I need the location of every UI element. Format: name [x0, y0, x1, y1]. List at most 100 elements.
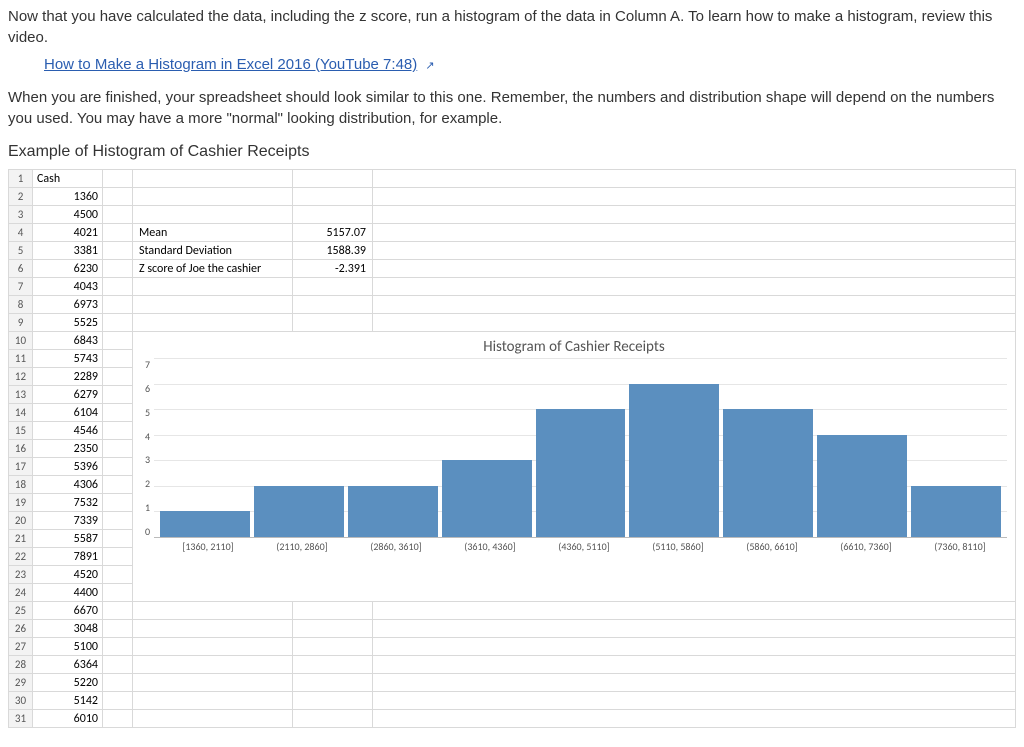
x-tick-label: (2860, 3610]: [349, 540, 443, 553]
chart-title: Histogram of Cashier Receipts: [133, 332, 1015, 358]
row-number: 1: [9, 170, 33, 188]
row-number: 30: [9, 692, 33, 710]
cash-value: 2350: [33, 440, 103, 458]
x-tick-label: (3610, 4360]: [443, 540, 537, 553]
cash-value: 1360: [33, 188, 103, 206]
row-number: 18: [9, 476, 33, 494]
cash-value: 6973: [33, 296, 103, 314]
x-tick-label: [1360, 2110]: [161, 540, 255, 553]
cash-value: 5142: [33, 692, 103, 710]
cash-value: 7339: [33, 512, 103, 530]
row-number: 6: [9, 260, 33, 278]
sheet-row: 44021 Mean5157.07: [9, 224, 1016, 242]
histogram-video-link[interactable]: How to Make a Histogram in Excel 2016 (Y…: [44, 56, 417, 73]
histogram-bar: [442, 460, 532, 537]
row-number: 21: [9, 530, 33, 548]
row-number: 27: [9, 638, 33, 656]
histogram-bar: [348, 486, 438, 537]
y-tick-label: 3: [145, 453, 150, 466]
sheet-row: 95525: [9, 314, 1016, 332]
cash-value: 6843: [33, 332, 103, 350]
cash-value: 6670: [33, 602, 103, 620]
cash-value: 3381: [33, 242, 103, 260]
intro-paragraph-1: Now that you have calculated the data, i…: [8, 6, 1016, 48]
cash-value: 6279: [33, 386, 103, 404]
sheet-row: 74043: [9, 278, 1016, 296]
row-number: 8: [9, 296, 33, 314]
mean-label: Mean: [133, 224, 293, 242]
spreadsheet-example: 1Cash213603450044021Mean5157.0753381Stan…: [8, 169, 1016, 728]
sheet-row: 316010: [9, 710, 1016, 728]
cash-value: 5743: [33, 350, 103, 368]
histogram-bar: [723, 409, 813, 537]
row-number: 13: [9, 386, 33, 404]
cash-value: 2289: [33, 368, 103, 386]
y-tick-label: 0: [145, 525, 150, 538]
row-number: 26: [9, 620, 33, 638]
cash-value: 5220: [33, 674, 103, 692]
histogram-bar: [629, 384, 719, 537]
row-number: 2: [9, 188, 33, 206]
sheet-row: 275100: [9, 638, 1016, 656]
row-number: 3: [9, 206, 33, 224]
zscore-value: -2.391: [293, 260, 373, 278]
y-axis: 76543210: [141, 358, 154, 538]
sheet-row: 295220: [9, 674, 1016, 692]
x-tick-label: (6610, 7360]: [819, 540, 913, 553]
cash-value: 4306: [33, 476, 103, 494]
sheet-row: 1Cash: [9, 170, 1016, 188]
x-axis: [1360, 2110](2110, 2860](2860, 3610](361…: [133, 538, 1015, 559]
histogram-bar: [160, 511, 250, 537]
cash-value: 7891: [33, 548, 103, 566]
cash-value: 5587: [33, 530, 103, 548]
cash-value: 6104: [33, 404, 103, 422]
sheet-row: 256670: [9, 602, 1016, 620]
cash-value: 4500: [33, 206, 103, 224]
row-number: 19: [9, 494, 33, 512]
example-title: Example of Histogram of Cashier Receipts: [8, 143, 1016, 161]
cash-value: 5100: [33, 638, 103, 656]
row-number: 16: [9, 440, 33, 458]
cash-value: 6010: [33, 710, 103, 728]
row-number: 29: [9, 674, 33, 692]
sheet-row: 53381 Standard Deviation1588.39: [9, 242, 1016, 260]
row-number: 7: [9, 278, 33, 296]
cash-value: 4546: [33, 422, 103, 440]
cash-value: 4021: [33, 224, 103, 242]
histogram-chart: Histogram of Cashier Receipts 76543210 […: [133, 332, 1015, 601]
sheet-row: 305142: [9, 692, 1016, 710]
row-number: 12: [9, 368, 33, 386]
mean-value: 5157.07: [293, 224, 373, 242]
row-number: 15: [9, 422, 33, 440]
zscore-label: Z score of Joe the cashier: [133, 260, 293, 278]
cash-value: 6230: [33, 260, 103, 278]
row-number: 31: [9, 710, 33, 728]
row-number: 4: [9, 224, 33, 242]
plot-area: [154, 358, 1007, 538]
x-tick-label: (2110, 2860]: [255, 540, 349, 553]
intro-paragraph-2: When you are finished, your spreadsheet …: [8, 87, 1016, 129]
sd-value: 1588.39: [293, 242, 373, 260]
row-number: 5: [9, 242, 33, 260]
sd-label: Standard Deviation: [133, 242, 293, 260]
row-number: 11: [9, 350, 33, 368]
cash-value: 5525: [33, 314, 103, 332]
cash-value: 4520: [33, 566, 103, 584]
sheet-row: 66230 Z score of Joe the cashier-2.391: [9, 260, 1016, 278]
cash-value: 3048: [33, 620, 103, 638]
sheet-row: 86973: [9, 296, 1016, 314]
cash-value: 4043: [33, 278, 103, 296]
y-tick-label: 2: [145, 477, 150, 490]
sheet-row: 263048: [9, 620, 1016, 638]
row-number: 25: [9, 602, 33, 620]
sheet-row: 34500: [9, 206, 1016, 224]
y-tick-label: 5: [145, 406, 150, 419]
x-tick-label: (5110, 5860]: [631, 540, 725, 553]
histogram-bar: [911, 486, 1001, 537]
external-link-icon: ↗: [425, 60, 434, 72]
y-tick-label: 4: [145, 430, 150, 443]
row-number: 24: [9, 584, 33, 602]
video-link-row: How to Make a Histogram in Excel 2016 (Y…: [8, 56, 1016, 73]
cash-value: 4400: [33, 584, 103, 602]
row-number: 28: [9, 656, 33, 674]
